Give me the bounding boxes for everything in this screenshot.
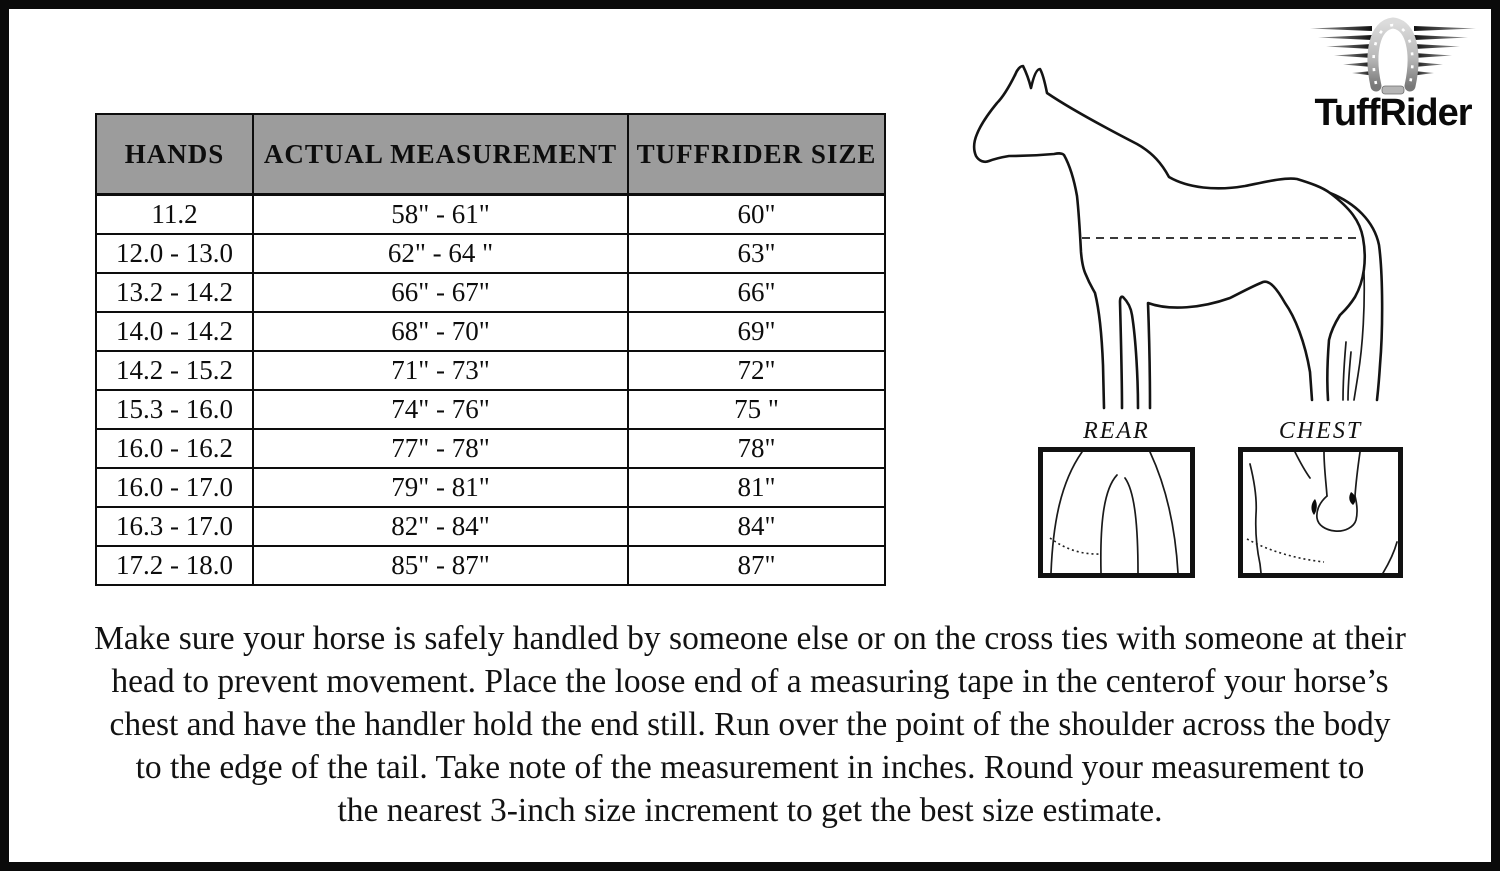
table-row: 15.3 - 16.0 74" - 76" 75 " xyxy=(95,389,886,430)
table-cell: 68" - 70" xyxy=(252,311,629,352)
table-cell: 16.0 - 16.2 xyxy=(95,428,254,469)
table-cell: 77" - 78" xyxy=(252,428,629,469)
table-row: 17.2 - 18.0 85" - 87" 87" xyxy=(95,545,886,586)
table-row: 11.2 58" - 61" 60" xyxy=(95,193,886,235)
table-row: 16.3 - 17.0 82" - 84" 84" xyxy=(95,506,886,547)
table-cell: 78" xyxy=(627,428,886,469)
rear-view-label: REAR xyxy=(1083,418,1150,444)
instruction-line: Make sure your horse is safely handled b… xyxy=(94,620,1406,657)
table-cell: 11.2 xyxy=(95,193,254,235)
table-cell: 13.2 - 14.2 xyxy=(95,272,254,313)
table-cell: 60" xyxy=(627,193,886,235)
horse-outline-drawing xyxy=(972,64,1384,410)
table-cell: 82" - 84" xyxy=(252,506,629,547)
table-cell: 87" xyxy=(627,545,886,586)
table-cell: 15.3 - 16.0 xyxy=(95,389,254,430)
size-chart-table: HANDS ACTUAL MEASUREMENT TUFFRIDER SIZE … xyxy=(95,113,886,586)
header-hands: HANDS xyxy=(95,113,254,196)
instruction-line: to the edge of the tail. Take note of th… xyxy=(135,749,1365,786)
table-cell: 63" xyxy=(627,233,886,274)
instruction-line: chest and have the handler hold the end … xyxy=(109,706,1391,743)
table-row: 14.2 - 15.2 71" - 73" 72" xyxy=(95,350,886,391)
header-actual-measurement: ACTUAL MEASUREMENT xyxy=(252,113,629,196)
table-cell: 85" - 87" xyxy=(252,545,629,586)
table-cell: 16.3 - 17.0 xyxy=(95,506,254,547)
table-cell: 71" - 73" xyxy=(252,350,629,391)
table-row: 16.0 - 16.2 77" - 78" 78" xyxy=(95,428,886,469)
table-row: 13.2 - 14.2 66" - 67" 66" xyxy=(95,272,886,313)
measuring-instructions: Make sure your horse is safely handled b… xyxy=(10,617,1490,832)
header-tuffrider-size: TUFFRIDER SIZE xyxy=(627,113,886,196)
table-cell: 81" xyxy=(627,467,886,508)
table-cell: 62" - 64 " xyxy=(252,233,629,274)
table-cell: 66" - 67" xyxy=(252,272,629,313)
table-row: 12.0 - 13.0 62" - 64 " 63" xyxy=(95,233,886,274)
table-header-row: HANDS ACTUAL MEASUREMENT TUFFRIDER SIZE xyxy=(95,113,886,196)
table-cell: 72" xyxy=(627,350,886,391)
chest-view-box xyxy=(1238,447,1403,578)
table-cell: 74" - 76" xyxy=(252,389,629,430)
winged-horseshoe-icon xyxy=(1310,17,1476,95)
instruction-line: head to prevent movement. Place the loos… xyxy=(111,663,1389,700)
table-cell: 75 " xyxy=(627,389,886,430)
table-cell: 84" xyxy=(627,506,886,547)
table-cell: 79" - 81" xyxy=(252,467,629,508)
instruction-line: the nearest 3-inch size increment to get… xyxy=(337,792,1163,829)
table-cell: 14.2 - 15.2 xyxy=(95,350,254,391)
table-cell: 16.0 - 17.0 xyxy=(95,467,254,508)
table-cell: 14.0 - 14.2 xyxy=(95,311,254,352)
table-cell: 66" xyxy=(627,272,886,313)
table-row: 14.0 - 14.2 68" - 70" 69" xyxy=(95,311,886,352)
rear-view-box xyxy=(1038,447,1195,578)
brand-name: TuffRider xyxy=(1314,92,1472,134)
table-cell: 58" - 61" xyxy=(252,193,629,235)
table-cell: 69" xyxy=(627,311,886,352)
chest-view-label: CHEST xyxy=(1278,418,1363,444)
chest-view-drawing xyxy=(1246,451,1398,574)
rear-view-drawing xyxy=(1049,451,1179,574)
table-cell: 12.0 - 13.0 xyxy=(95,233,254,274)
table-row: 16.0 - 17.0 79" - 81" 81" xyxy=(95,467,886,508)
table-cell: 17.2 - 18.0 xyxy=(95,545,254,586)
